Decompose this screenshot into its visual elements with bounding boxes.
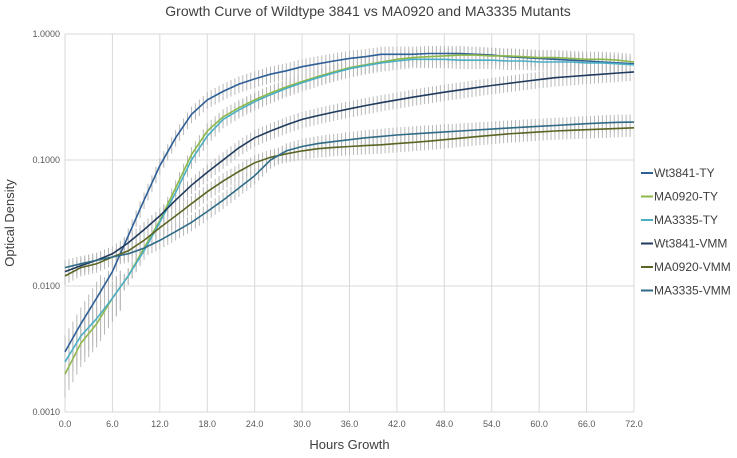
x-tick-label: 12.0: [151, 419, 169, 429]
series-line: [64, 71, 635, 273]
error-bars: [64, 45, 631, 398]
x-tick-label: 72.0: [625, 419, 643, 429]
grid-lines: [64, 33, 635, 413]
axis-ticks: 0.0 6.0 12.0 18.0 24.0 30.0 36.0 42.0 48.0 54.0 60…: [32, 29, 642, 429]
legend-label: Wt3841-VMM: [654, 237, 727, 251]
legend-label: MA3335-TY: [654, 213, 718, 227]
x-tick-label: 24.0: [246, 419, 264, 429]
y-tick-label: 0.0100: [32, 281, 60, 291]
chart-title: Growth Curve of Wildtype 3841 vs MA0920 …: [165, 3, 570, 19]
x-tick-label: 30.0: [293, 419, 311, 429]
x-tick-label: 42.0: [388, 419, 406, 429]
series-line: [64, 52, 635, 353]
x-tick-label: 18.0: [198, 419, 216, 429]
series-line: [64, 58, 635, 363]
series-line: [64, 127, 635, 277]
x-axis-title: Hours Growth: [309, 437, 389, 452]
x-tick-label: 6.0: [106, 419, 119, 429]
series-lines: [64, 52, 635, 375]
x-tick-label: 66.0: [578, 419, 596, 429]
x-tick-label: 36.0: [341, 419, 359, 429]
x-tick-label: 48.0: [436, 419, 454, 429]
y-tick-label: 0.0010: [32, 407, 60, 417]
legend-label: MA0920-VMM: [654, 260, 731, 274]
y-tick-label: 1.0000: [32, 29, 60, 39]
legend-label: Wt3841-TY: [654, 166, 715, 180]
legend-label: MA3335-VMM: [654, 284, 731, 298]
x-tick-label: 0.0: [59, 419, 72, 429]
y-axis-title: Optical Density: [2, 179, 17, 267]
series-line: [64, 121, 635, 269]
x-tick-label: 54.0: [483, 419, 501, 429]
y-tick-label: 0.1000: [32, 155, 60, 165]
legend: Wt3841-TY MA0920-TY MA3335-TY Wt3841-VMM MA0…: [641, 166, 731, 298]
x-tick-label: 60.0: [530, 419, 548, 429]
legend-label: MA0920-TY: [654, 190, 718, 204]
